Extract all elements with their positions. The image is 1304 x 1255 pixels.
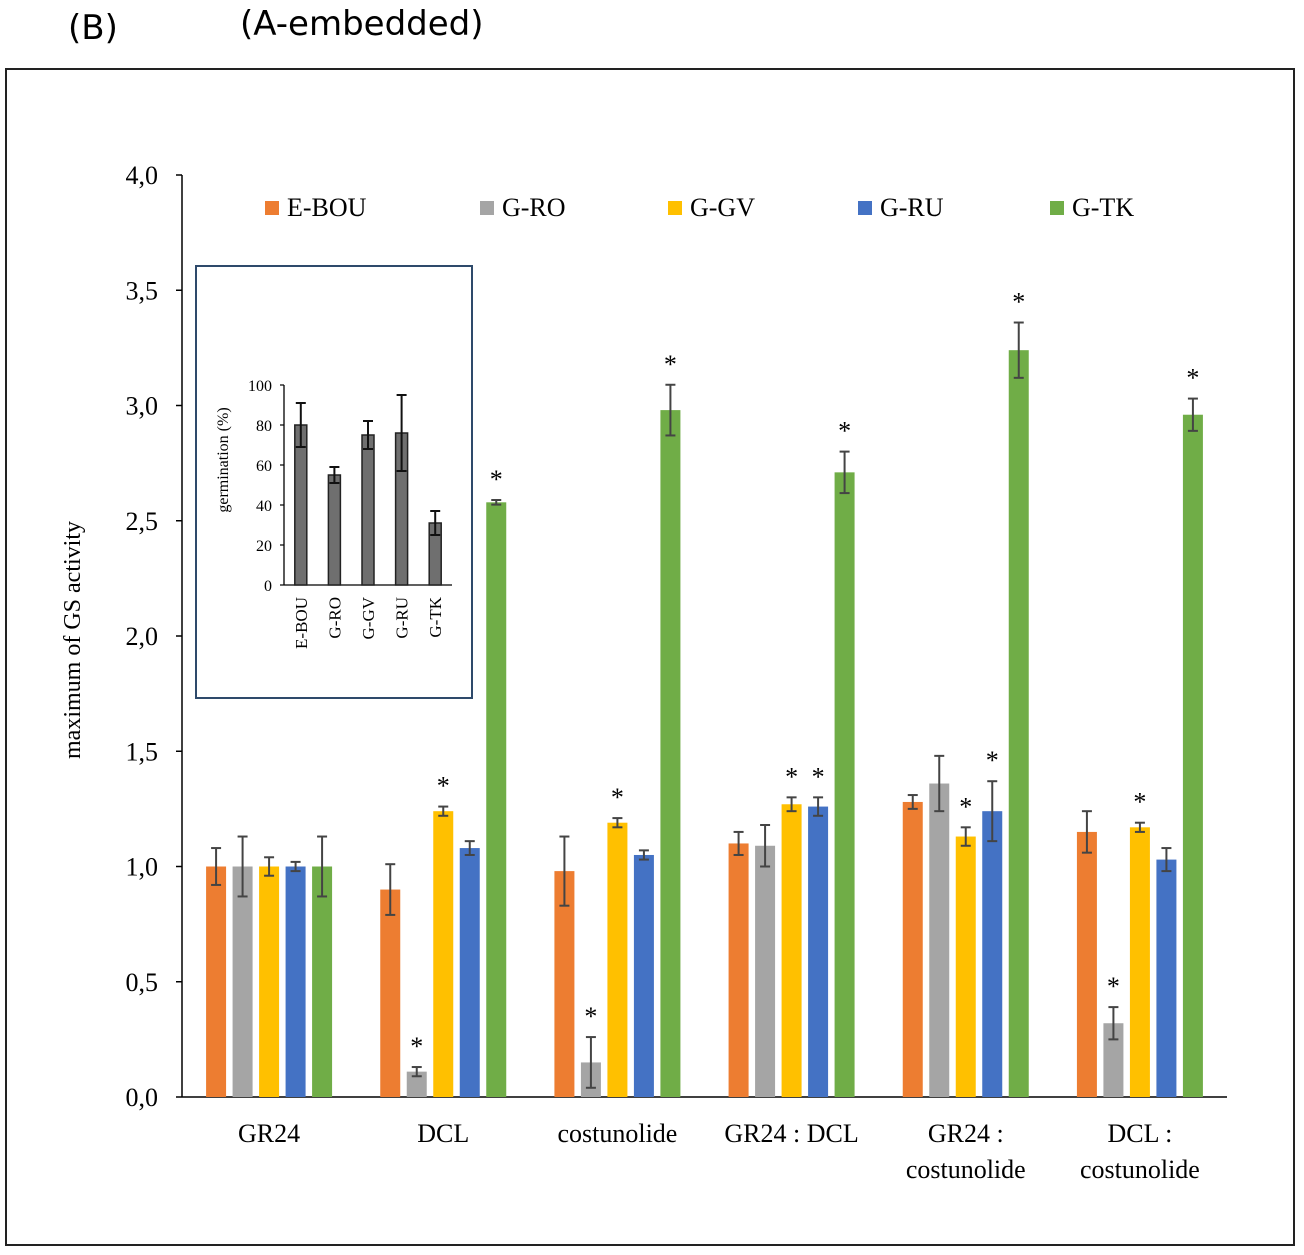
significance-marker: * <box>410 1032 423 1061</box>
figure-frame <box>5 68 1295 1246</box>
inset-chart: 0 20 40 60 80 100 E-BOU G-RO G-GV G-RU G-TK <box>248 378 452 649</box>
significance-marker: * <box>1186 364 1199 393</box>
x-tick-label: costunolide <box>1080 1155 1200 1184</box>
legend-label: E-BOU <box>287 193 367 222</box>
significance-marker: * <box>959 792 972 821</box>
significance-marker: * <box>986 746 999 775</box>
bar <box>1076 831 1097 1097</box>
y-tick-label: 0,0 <box>126 1083 159 1112</box>
significance-marker: * <box>838 417 851 446</box>
significance-marker: * <box>584 1002 597 1031</box>
bar <box>607 822 628 1097</box>
bar <box>929 783 950 1097</box>
bar <box>1129 827 1150 1097</box>
y-tick-label: 3,5 <box>126 276 159 305</box>
bar <box>728 843 749 1097</box>
y-axis-label: maximum of GS activity <box>60 521 86 759</box>
panel-subtitle: (A-embedded) <box>240 4 484 44</box>
bar <box>781 804 802 1097</box>
inset-y-tick-label: 80 <box>256 418 272 435</box>
bar <box>1008 350 1029 1097</box>
significance-marker: * <box>611 783 624 812</box>
bar <box>312 866 333 1097</box>
bar <box>554 871 575 1097</box>
bar <box>380 889 401 1097</box>
inset-y-tick-label: 0 <box>264 578 272 595</box>
legend-label: G-RO <box>502 193 566 222</box>
significance-marker: * <box>785 762 798 791</box>
bar <box>459 848 480 1097</box>
bar <box>206 866 227 1097</box>
bar <box>633 854 654 1097</box>
main-bars: * * * * * * * * * * * * * * * <box>206 288 1203 1098</box>
inset-x-tick-label: G-TK <box>426 596 445 637</box>
bar <box>285 866 306 1097</box>
bar <box>660 410 681 1097</box>
panel-label: (B) <box>68 8 118 48</box>
inset-x-tick-label: G-RO <box>325 597 344 639</box>
x-tick-label: costunolide <box>557 1119 677 1148</box>
x-tick-label: GR24 : <box>928 1119 1004 1148</box>
inset-y-axis-label: germination (%) <box>215 407 232 512</box>
bar <box>433 811 454 1097</box>
bar <box>834 472 855 1098</box>
x-tick-label: DCL <box>417 1119 469 1148</box>
bar <box>902 801 923 1097</box>
bar <box>808 806 829 1097</box>
inset-bar <box>294 424 308 586</box>
y-tick-label: 0,5 <box>126 968 159 997</box>
inset-y-tick-label: 100 <box>248 378 272 395</box>
inset-y-tick-label: 60 <box>256 458 272 475</box>
legend-swatch <box>1050 201 1064 215</box>
bar <box>259 866 280 1097</box>
main-axes: 0,0 0,5 1,0 1,5 2,0 2,5 3,0 3,5 4,0 GR24 DCL costun… <box>126 161 1227 1184</box>
legend-swatch <box>480 201 494 215</box>
y-tick-label: 1,5 <box>126 737 159 766</box>
significance-marker: * <box>812 762 825 791</box>
legend-swatch <box>858 201 872 215</box>
legend-label: G-TK <box>1072 193 1134 222</box>
inset-bar <box>361 434 375 586</box>
legend-swatch <box>668 201 682 215</box>
bar <box>1182 414 1203 1098</box>
significance-marker: * <box>1133 788 1146 817</box>
legend-swatch <box>265 201 279 215</box>
bar <box>1156 859 1177 1097</box>
bar <box>955 836 976 1097</box>
inset-bar <box>327 474 342 586</box>
significance-marker: * <box>490 465 503 494</box>
significance-marker: * <box>664 350 677 379</box>
y-tick-label: 2,5 <box>126 507 159 536</box>
x-tick-label: GR24 : DCL <box>724 1119 858 1148</box>
inset-x-tick-label: G-RU <box>393 597 412 639</box>
legend: E-BOU G-RO G-GV G-RU G-TK <box>265 193 1134 222</box>
significance-marker: * <box>437 772 450 801</box>
inset-y-tick-label: 40 <box>256 498 272 515</box>
x-tick-label: costunolide <box>906 1155 1026 1184</box>
inset-y-tick-label: 20 <box>256 538 272 555</box>
inset-x-tick-label: G-GV <box>359 596 378 639</box>
bar <box>486 502 507 1097</box>
bar <box>1103 1023 1124 1097</box>
significance-marker: * <box>1107 972 1120 1001</box>
y-tick-label: 3,0 <box>126 392 159 421</box>
x-tick-label: GR24 <box>238 1119 300 1148</box>
bar <box>232 866 253 1097</box>
x-tick-label: DCL : <box>1108 1119 1173 1148</box>
inset-x-tick-label: E-BOU <box>292 597 311 649</box>
legend-label: G-GV <box>690 193 755 222</box>
bar <box>406 1071 427 1097</box>
y-tick-label: 2,0 <box>126 622 159 651</box>
legend-label: G-RU <box>880 193 944 222</box>
y-tick-label: 1,0 <box>126 853 159 882</box>
bar <box>982 811 1003 1097</box>
bar <box>755 845 776 1097</box>
y-tick-label: 4,0 <box>126 161 159 190</box>
significance-marker: * <box>1012 288 1025 317</box>
